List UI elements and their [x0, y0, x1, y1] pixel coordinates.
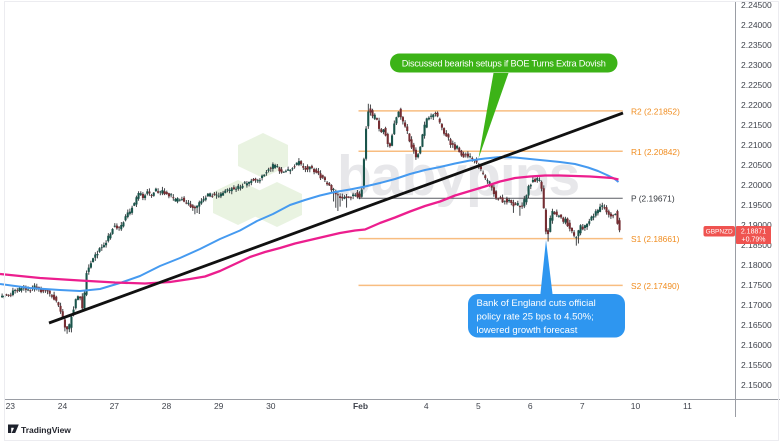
svg-text:2.24000: 2.24000 — [741, 20, 772, 30]
svg-text:2.22000: 2.22000 — [741, 100, 772, 110]
svg-text:P (2.19671): P (2.19671) — [631, 194, 675, 204]
svg-text:5: 5 — [476, 401, 481, 411]
svg-text:2.19000: 2.19000 — [741, 220, 772, 230]
svg-text:7: 7 — [580, 401, 585, 411]
svg-text:2.15500: 2.15500 — [741, 360, 772, 370]
svg-text:2.23500: 2.23500 — [741, 40, 772, 50]
svg-text:23: 23 — [6, 401, 16, 411]
svg-text:2.15000: 2.15000 — [741, 380, 772, 390]
svg-text:GBPNZD: GBPNZD — [706, 229, 733, 236]
svg-text:2.20000: 2.20000 — [741, 180, 772, 190]
svg-text:R1 (2.20842): R1 (2.20842) — [631, 147, 680, 157]
svg-text:2.21500: 2.21500 — [741, 120, 772, 130]
svg-text:2.19500: 2.19500 — [741, 200, 772, 210]
svg-text:24: 24 — [58, 401, 68, 411]
svg-text:6: 6 — [528, 401, 533, 411]
svg-text:2.23000: 2.23000 — [741, 60, 772, 70]
svg-text:2.18871: 2.18871 — [741, 228, 766, 235]
svg-text:2.16000: 2.16000 — [741, 340, 772, 350]
svg-text:2.24500: 2.24500 — [741, 0, 772, 10]
svg-text:29: 29 — [214, 401, 224, 411]
svg-text:30: 30 — [266, 401, 276, 411]
svg-text:11: 11 — [683, 401, 692, 411]
svg-text:Discussed bearish setups if BO: Discussed bearish setups if BOE Turns Ex… — [402, 58, 606, 68]
svg-text:2.21000: 2.21000 — [741, 140, 772, 150]
svg-text:Bank of England cuts official: Bank of England cuts official — [477, 298, 596, 309]
svg-text:4: 4 — [424, 401, 429, 411]
svg-text:2.18500: 2.18500 — [741, 240, 772, 250]
svg-text:2.18000: 2.18000 — [741, 260, 772, 270]
svg-text:2.22500: 2.22500 — [741, 80, 772, 90]
svg-text:27: 27 — [110, 401, 120, 411]
svg-text:10: 10 — [631, 401, 641, 411]
svg-text:R2 (2.21852): R2 (2.21852) — [631, 106, 680, 116]
svg-text:2.16500: 2.16500 — [741, 320, 772, 330]
svg-text:Feb: Feb — [353, 401, 368, 411]
svg-text:policy rate 25 bps to 4.50%;: policy rate 25 bps to 4.50%; — [477, 311, 594, 322]
svg-text:2.17000: 2.17000 — [741, 300, 772, 310]
svg-text:TradingView: TradingView — [21, 425, 71, 435]
svg-text:2.17500: 2.17500 — [741, 280, 772, 290]
svg-text:S2 (2.17490): S2 (2.17490) — [631, 281, 680, 291]
svg-text:2.20500: 2.20500 — [741, 160, 772, 170]
svg-text:lowered growth forecast: lowered growth forecast — [477, 325, 578, 336]
svg-text:S1 (2.18661): S1 (2.18661) — [631, 234, 680, 244]
svg-text:28: 28 — [162, 401, 172, 411]
svg-text:+0.79%: +0.79% — [742, 237, 766, 244]
